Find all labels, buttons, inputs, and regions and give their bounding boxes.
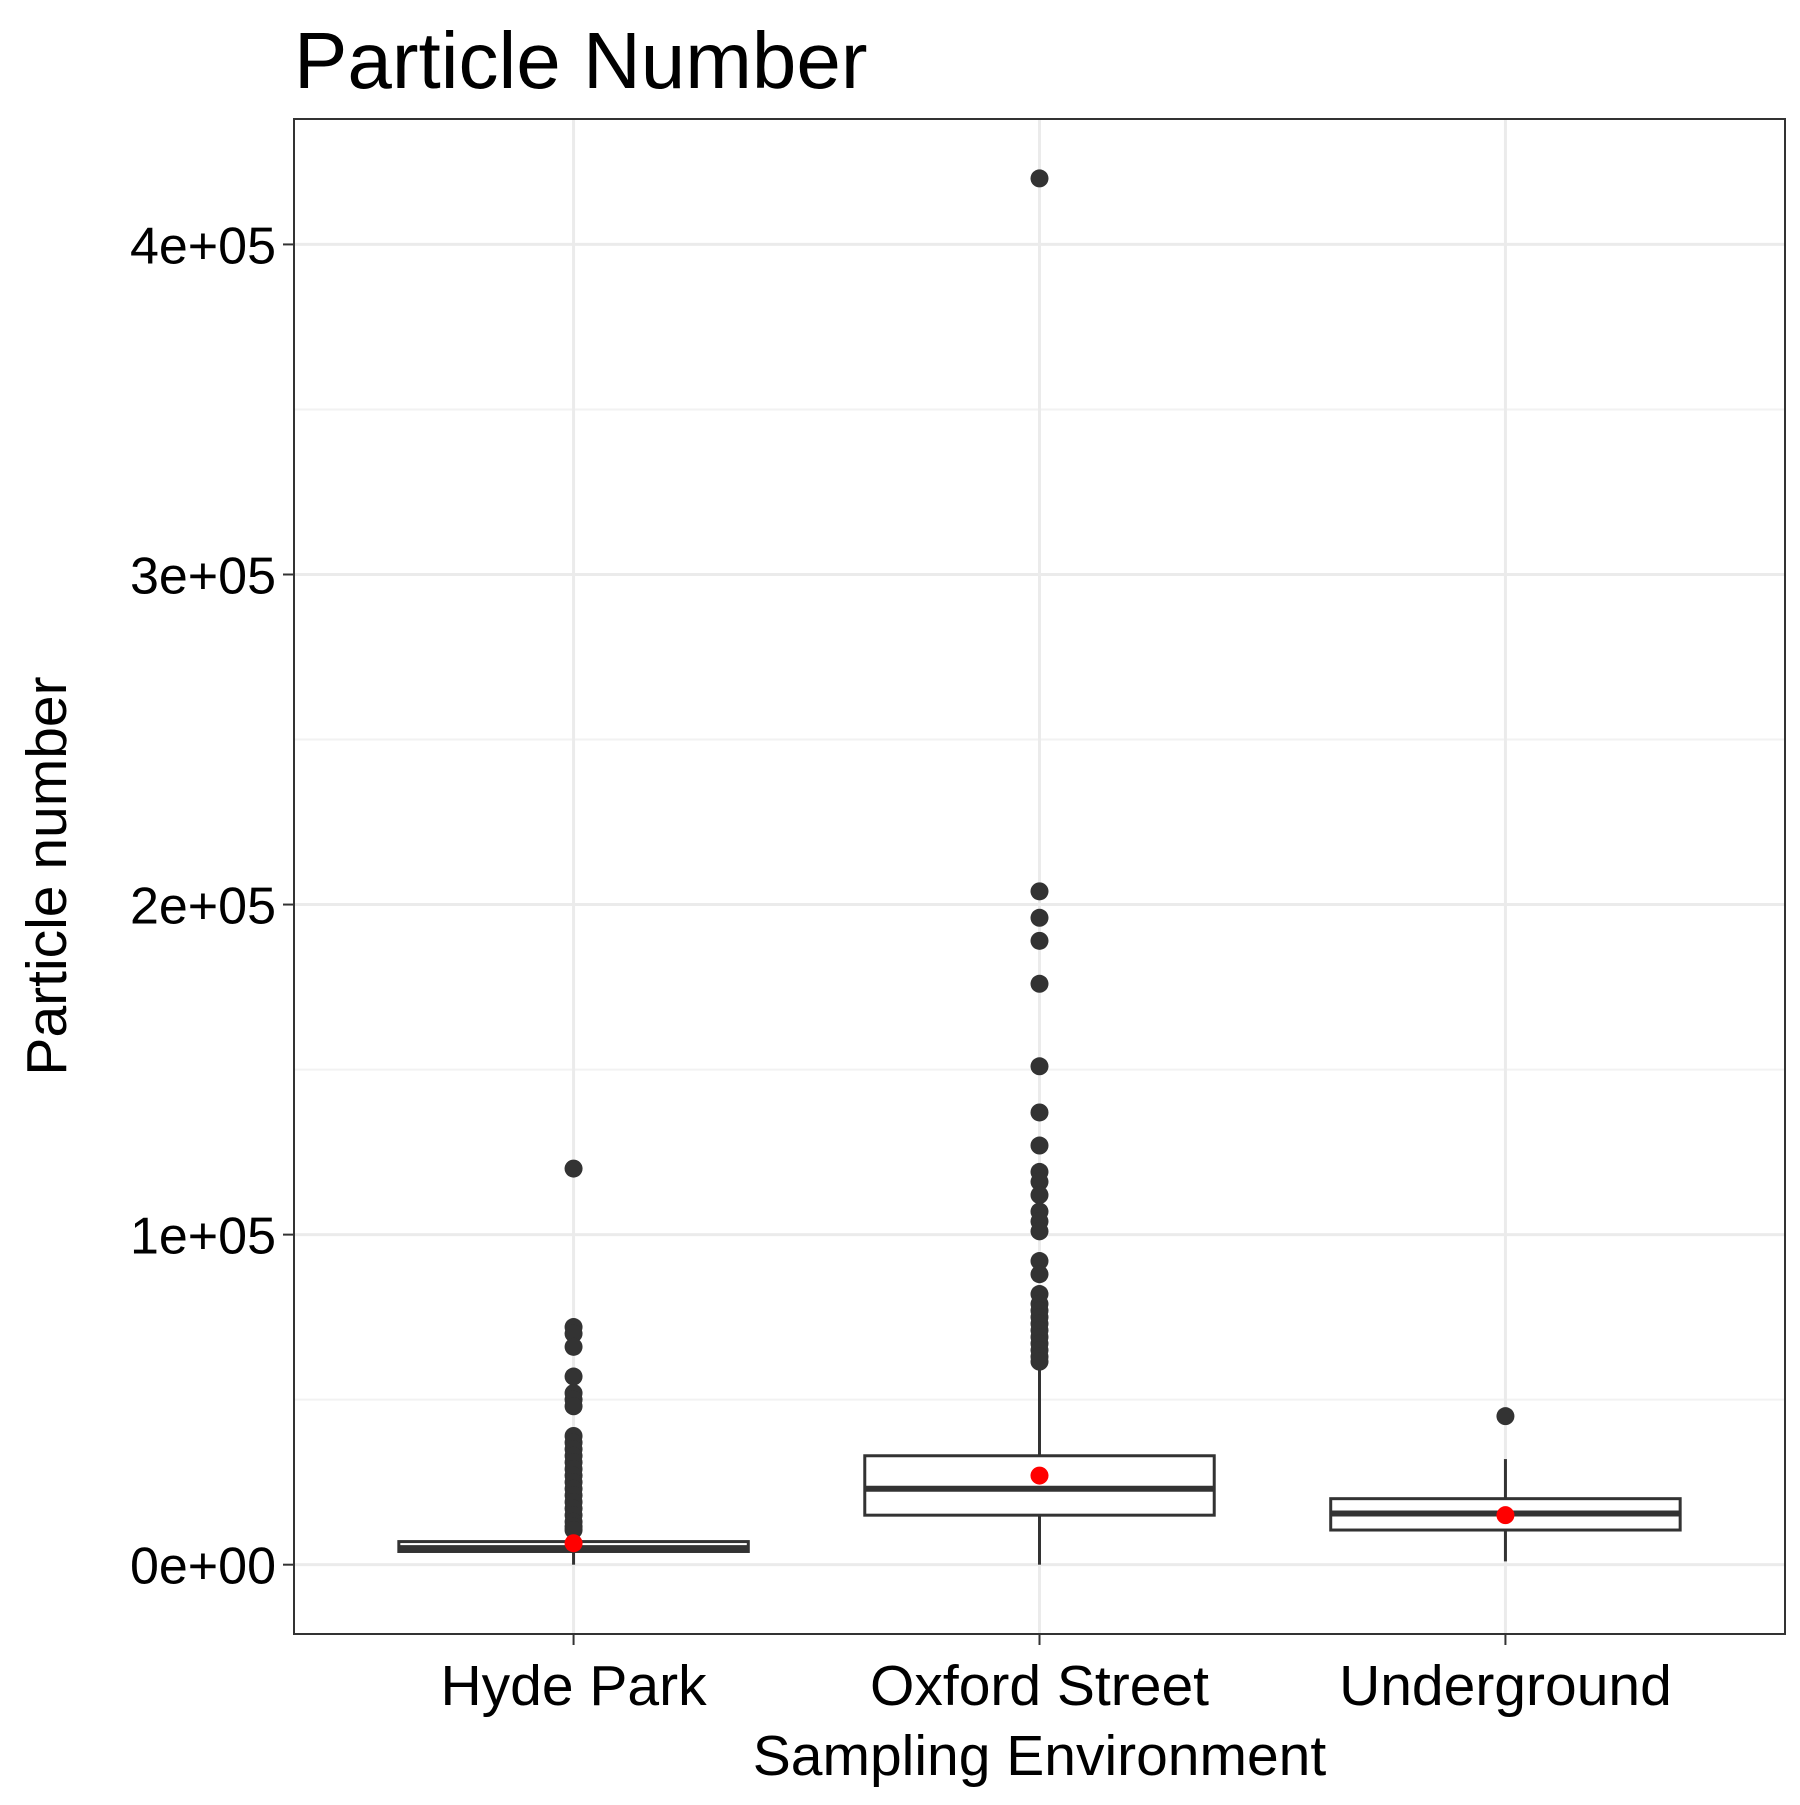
box-body [863, 1454, 1216, 1517]
outlier-point [564, 1367, 583, 1386]
outlier-point [1030, 908, 1049, 927]
outlier-point [564, 1521, 583, 1540]
y-tick-label: 0e+00 [130, 1538, 276, 1596]
x-axis-label: Sampling Environment [753, 1724, 1327, 1788]
outlier-point [564, 1337, 583, 1356]
outlier-point [1496, 1407, 1515, 1426]
x-tick-label: Hyde Park [441, 1654, 708, 1718]
outlier-point [564, 1397, 583, 1416]
mean-point [564, 1534, 583, 1553]
outlier-point [564, 1324, 583, 1343]
outlier-point [1030, 1352, 1049, 1371]
outlier-point [1030, 169, 1049, 188]
outlier-point [1030, 1103, 1049, 1122]
outlier-point [1030, 1172, 1049, 1191]
y-tick-label: 2e+05 [130, 878, 276, 936]
outlier-point [1030, 882, 1049, 901]
outlier-point [1030, 1186, 1049, 1205]
y-tick-label: 3e+05 [130, 547, 276, 605]
y-tick-label: 4e+05 [130, 217, 276, 275]
outlier-point [1030, 931, 1049, 950]
boxes [397, 1366, 1682, 1565]
points [564, 169, 1515, 1553]
outlier-point [564, 1159, 583, 1178]
outlier-point [1030, 1136, 1049, 1155]
x-tick-label: Underground [1339, 1654, 1672, 1718]
outlier-point [1030, 974, 1049, 993]
outlier-point [1030, 1265, 1049, 1284]
y-axis-label: Particle number [15, 676, 79, 1075]
y-tick-label: 1e+05 [130, 1208, 276, 1266]
outlier-point [1030, 1222, 1049, 1241]
outlier-point [1030, 1057, 1049, 1076]
outlier-point [1030, 1252, 1049, 1271]
x-tick-label: Oxford Street [870, 1654, 1209, 1718]
mean-point [1030, 1466, 1049, 1485]
box-oxford-street [863, 1366, 1216, 1565]
axes: 0e+00 1e+05 2e+05 3e+05 4e+05 Hyde Park Oxford… [130, 217, 1672, 1718]
mean-point [1496, 1506, 1515, 1525]
chart-title: Particle Number [294, 16, 868, 105]
